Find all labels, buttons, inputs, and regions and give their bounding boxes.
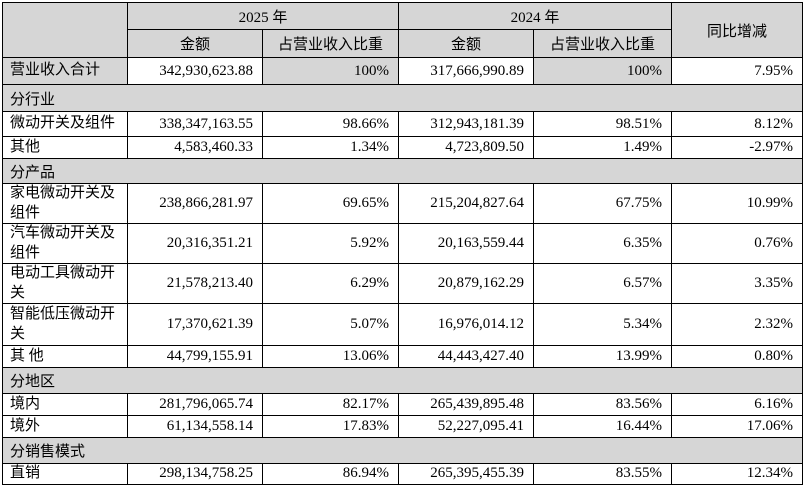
yoy-cell: 17.06% [671,415,804,438]
header-row-measures: 金额 占营业收入比重 金额 占营业收入比重 [3,29,803,58]
ratio-2025-cell: 6.29% [261,263,400,304]
ratio-2024-header: 占营业收入比重 [533,29,673,58]
ratio-2024-cell: 98.51% [533,111,673,137]
yoy-cell: 0.76% [671,223,804,264]
ratio-2025-cell: 98.66% [261,111,400,137]
yoy-cell: 8.12% [671,111,804,137]
amount-2025-header: 金额 [127,29,263,58]
ratio-2024-cell: 5.34% [533,303,673,346]
yoy-cell: -2.97% [671,136,804,159]
year-2024-header: 2024 年 [398,2,673,30]
ratio-2025-header: 占营业收入比重 [261,29,400,58]
table-row: 家电微动开关及组件 238,866,281.97 69.65% 215,204,… [2,183,804,224]
row-label: 汽车微动开关及组件 [2,223,128,264]
table-row: 汽车微动开关及组件 20,316,351.21 5.92% 20,163,559… [2,223,804,264]
ratio-2025-cell: 69.65% [261,183,400,224]
section-label: 分销售模式 [1,437,804,464]
row-label: 直销 [2,463,128,485]
amount-2024-cell: 265,439,895.48 [398,393,535,416]
row-label: 智能低压微动开关 [2,303,128,346]
yoy-cell: 10.99% [671,183,804,224]
yoy-header: 同比增减 [671,2,804,58]
ratio-2024-cell: 1.49% [533,136,673,159]
amount-2025-cell: 21,578,213.40 [127,263,263,304]
amount-2025-cell: 338,347,163.55 [127,111,263,137]
table-row: 直销 298,134,758.25 86.94% 265,395,455.39 … [2,463,804,485]
section-row: 分地区 [1,367,804,394]
yoy-cell: 0.80% [671,345,804,368]
header-row-years: 2025 年 2024 年 同比增减 [2,2,804,58]
amount-2024-cell: 265,395,455.39 [398,463,535,485]
ratio-2024-cell: 6.57% [533,263,673,304]
amount-2025-cell: 238,866,281.97 [127,183,263,224]
section-label: 分行业 [1,84,804,112]
section-row: 分产品 [1,158,804,184]
row-label: 电动工具微动开关 [2,263,128,304]
yoy-cell: 6.16% [671,393,804,416]
row-label: 境内 [2,393,128,416]
ratio-2025-cell: 5.07% [261,303,400,346]
section-row: 分行业 [1,84,804,112]
section-row: 分销售模式 [1,437,804,464]
amount-2024-header: 金额 [398,29,535,58]
year-2025-header: 2025 年 [126,2,400,30]
amount-2024-cell: 16,976,014.12 [398,303,535,346]
amount-2024-cell: 312,943,181.39 [398,111,535,137]
table-row: 电动工具微动开关 21,578,213.40 6.29% 20,879,162.… [2,263,804,304]
section-label: 分地区 [1,367,804,394]
ratio-2025-cell: 5.92% [261,223,400,264]
amount-2025-cell: 61,134,558.14 [127,415,263,438]
ratio-2025-cell: 82.17% [261,393,400,416]
amount-2024-cell: 4,723,809.50 [398,136,535,159]
ratio-2025-cell: 17.83% [261,415,400,438]
yoy-cell: 2.32% [671,303,804,346]
ratio-2024-cell: 100% [533,57,673,85]
amount-2024-cell: 317,666,990.89 [398,57,535,85]
corner-cell [2,2,128,58]
amount-2025-cell: 342,930,623.88 [127,57,263,85]
row-label: 家电微动开关及组件 [2,183,128,224]
table-row: 其他 4,583,460.33 1.34% 4,723,809.50 1.49%… [2,136,804,159]
section-label: 分产品 [1,158,804,184]
yoy-cell: 12.34% [671,463,804,485]
row-label: 其 他 [2,345,128,368]
row-label: 营业收入合计 [2,57,128,85]
amount-2024-cell: 20,879,162.29 [398,263,535,304]
yoy-cell: 3.35% [671,263,804,304]
ratio-2024-cell: 83.55% [533,463,673,485]
ratio-2024-cell: 83.56% [533,393,673,416]
table-row: 境内 281,796,065.74 82.17% 265,439,895.48 … [2,393,804,416]
table-row-total: 营业收入合计 342,930,623.88 100% 317,666,990.8… [2,57,804,85]
table-row: 其 他 44,799,155.91 13.06% 44,443,427.40 1… [2,345,804,368]
ratio-2024-cell: 67.75% [533,183,673,224]
amount-2024-cell: 20,163,559.44 [398,223,535,264]
row-label: 境外 [2,415,128,438]
row-label: 其他 [2,136,128,159]
table-row: 智能低压微动开关 17,370,621.39 5.07% 16,976,014.… [2,303,804,346]
yoy-cell: 7.95% [671,57,804,85]
amount-2024-cell: 52,227,095.41 [398,415,535,438]
ratio-2025-cell: 13.06% [261,345,400,368]
row-label: 微动开关及组件 [2,111,128,137]
ratio-2024-cell: 13.99% [533,345,673,368]
ratio-2025-cell: 1.34% [261,136,400,159]
amount-2025-cell: 17,370,621.39 [127,303,263,346]
ratio-2024-cell: 16.44% [533,415,673,438]
table-row: 境外 61,134,558.14 17.83% 52,227,095.41 16… [2,415,804,438]
amount-2025-cell: 4,583,460.33 [127,136,263,159]
ratio-2025-cell: 100% [261,57,400,85]
amount-2024-cell: 44,443,427.40 [398,345,535,368]
amount-2025-cell: 298,134,758.25 [127,463,263,485]
amount-2025-cell: 20,316,351.21 [127,223,263,264]
ratio-2024-cell: 6.35% [533,223,673,264]
table-row: 微动开关及组件 338,347,163.55 98.66% 312,943,18… [2,111,804,137]
amount-2025-cell: 44,799,155.91 [127,345,263,368]
amount-2025-cell: 281,796,065.74 [127,393,263,416]
ratio-2025-cell: 86.94% [261,463,400,485]
amount-2024-cell: 215,204,827.64 [398,183,535,224]
